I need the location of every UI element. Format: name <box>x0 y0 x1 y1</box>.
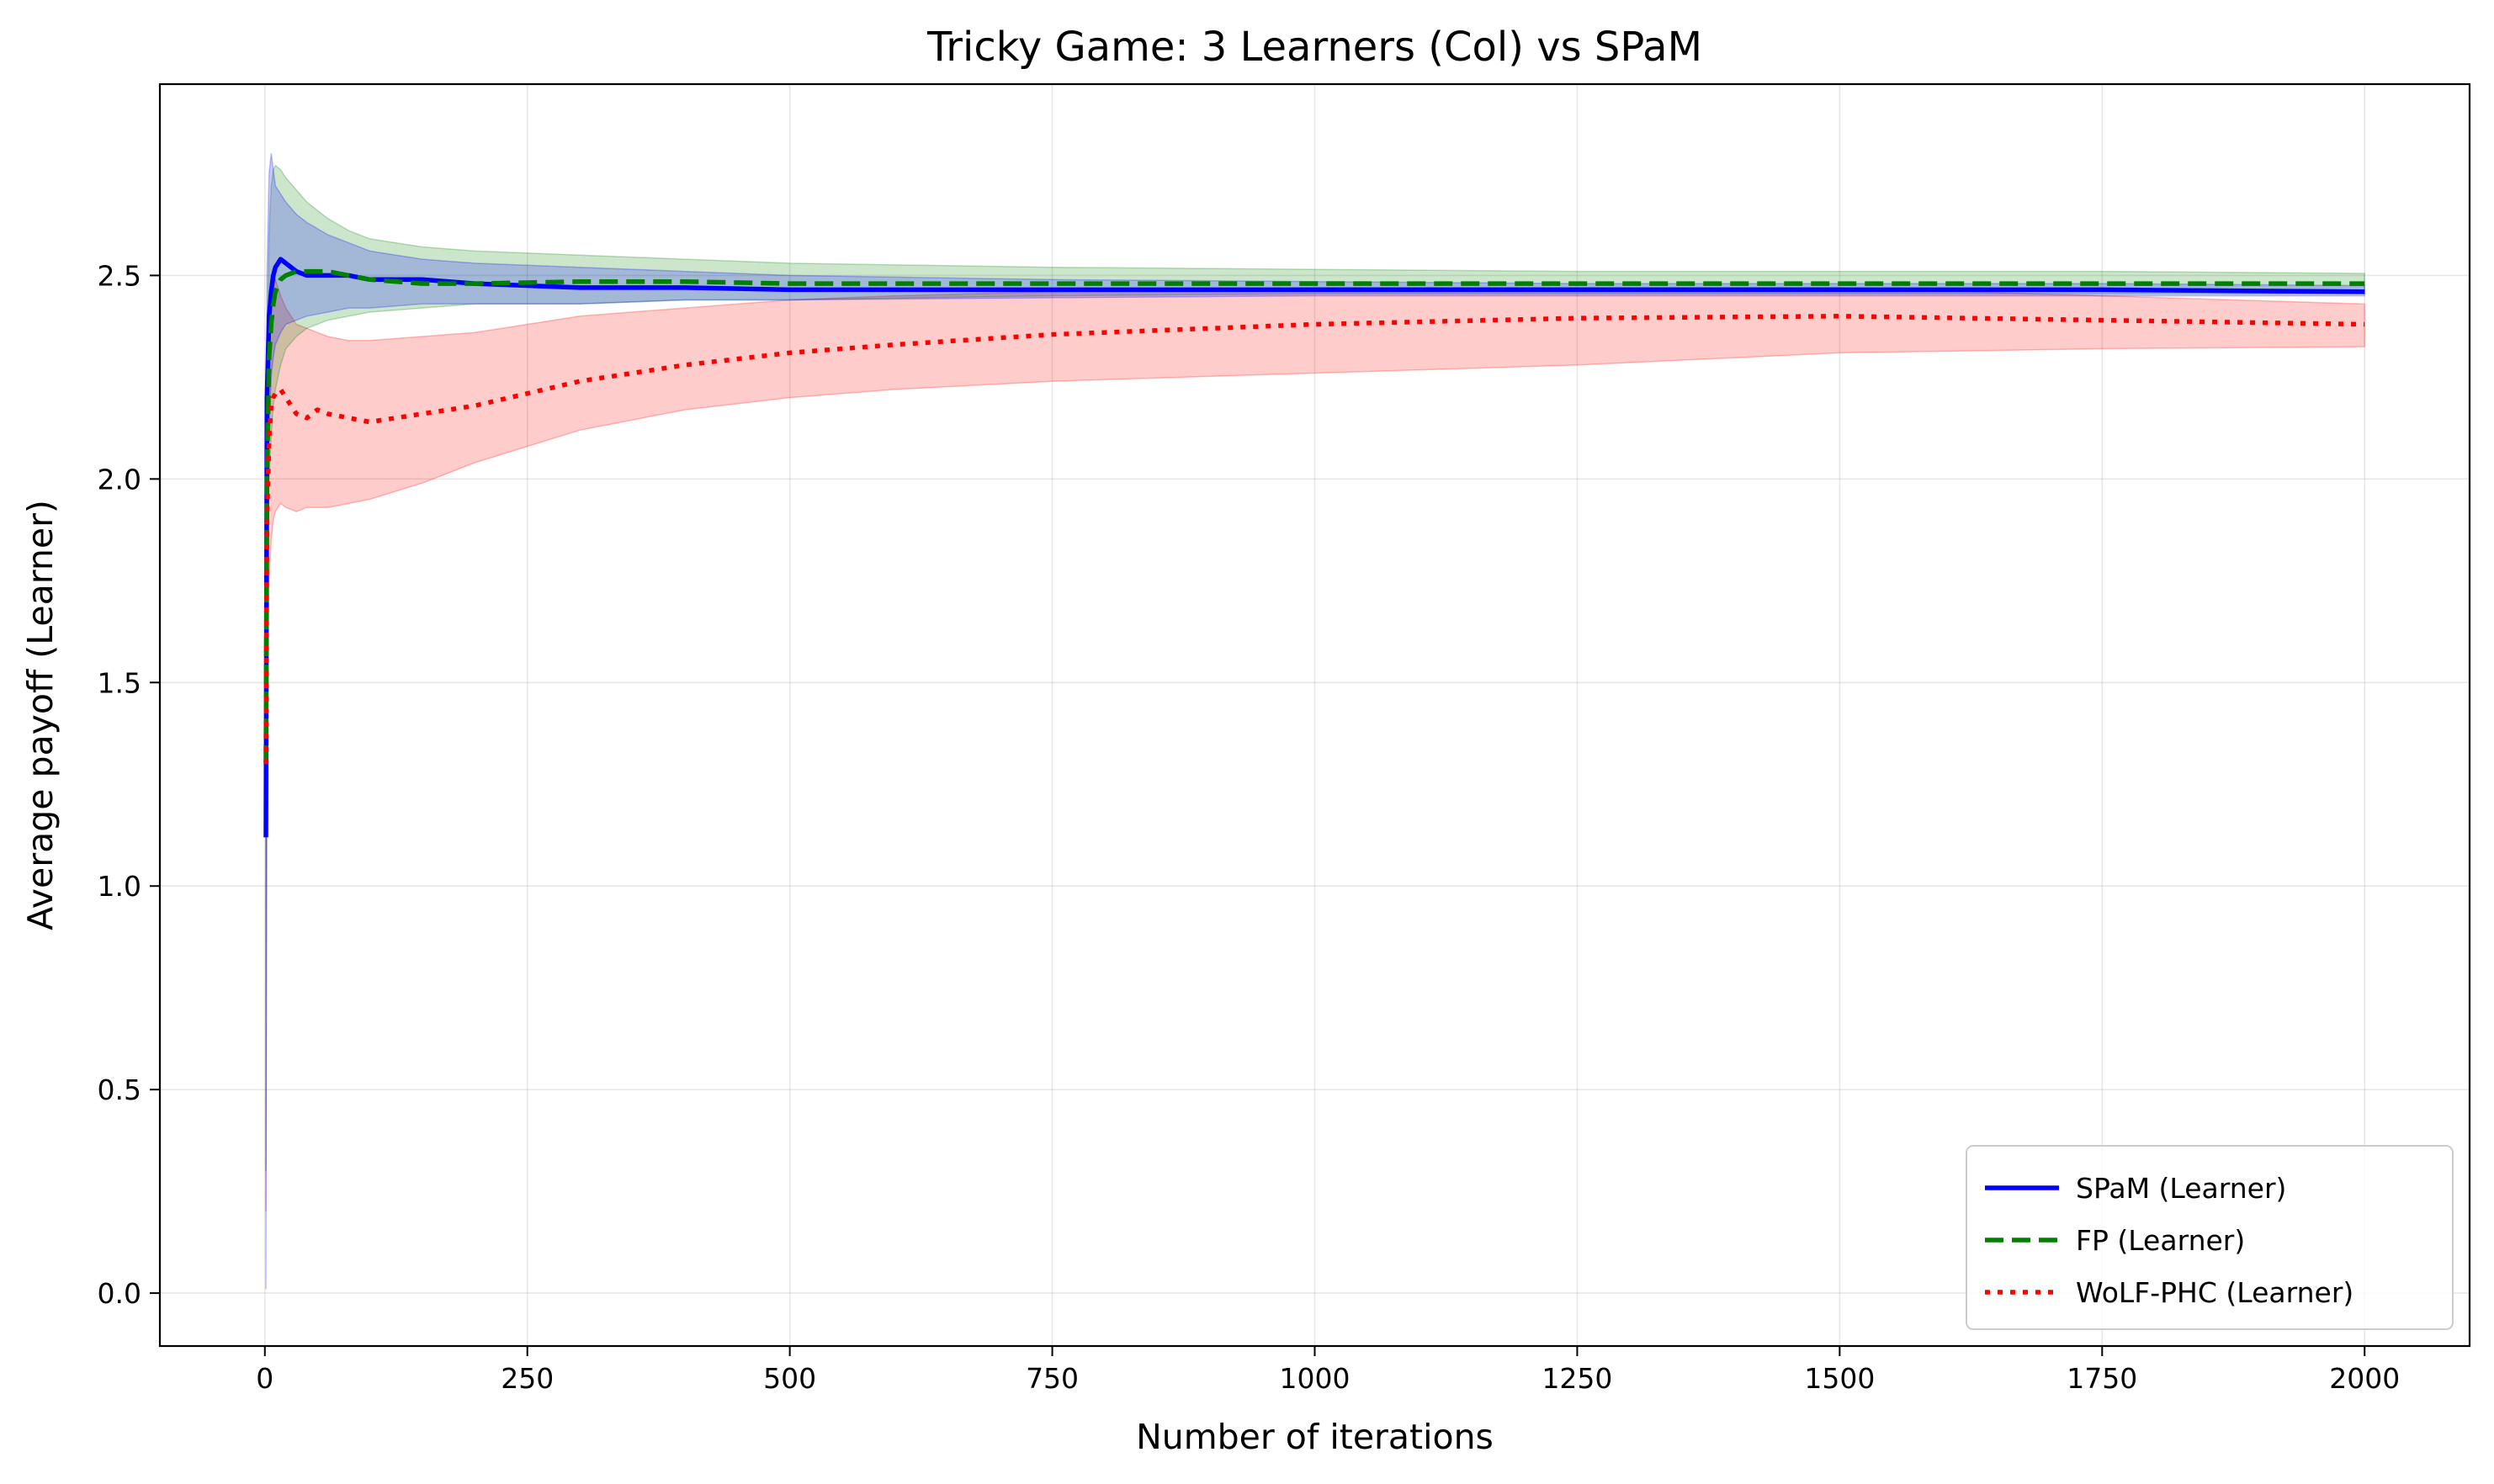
confidence-bands <box>265 153 2365 1290</box>
x-tick-label: 250 <box>501 1362 554 1395</box>
legend-label-1: FP (Learner) <box>2076 1224 2245 1257</box>
legend-box <box>1966 1145 2454 1330</box>
x-tick-label: 1250 <box>1542 1362 1612 1395</box>
x-tick-label: 1750 <box>2067 1362 2137 1395</box>
x-tick-label: 1500 <box>1804 1362 1875 1395</box>
series-line-2 <box>263 314 2365 765</box>
confidence-band-0 <box>265 153 2365 1290</box>
x-tick-label: 1000 <box>1280 1362 1350 1395</box>
series-lines <box>263 257 2365 838</box>
x-tick-label: 500 <box>763 1362 816 1395</box>
series-line-1 <box>263 268 2365 765</box>
y-tick-label: 2.5 <box>98 259 141 292</box>
y-tick-label: 2.0 <box>98 463 141 496</box>
confidence-band-1 <box>265 164 2365 1171</box>
y-tick-label: 0.5 <box>98 1073 141 1106</box>
y-axis-label: Average payoff (Learner) <box>20 500 61 930</box>
y-tick-label: 0.0 <box>98 1277 141 1310</box>
y-tick-label: 1.5 <box>98 666 141 699</box>
confidence-band-2 <box>265 274 2365 1212</box>
x-tick-label: 750 <box>1026 1362 1079 1395</box>
axis-ticks: 0 250 500 750 1000 1250 1500 1750 2000 0.0 0.5 1.0 1… <box>98 259 2401 1395</box>
x-axis-label: Number of iterations <box>1136 1417 1494 1457</box>
x-tick-label: 0 <box>256 1362 273 1395</box>
legend-label-0: SPaM (Learner) <box>2076 1172 2286 1205</box>
chart-title: Tricky Game: 3 Learners (Col) vs SPaM <box>926 24 1702 71</box>
y-tick-label: 1.0 <box>98 870 141 903</box>
legend-label-2: WoLF-PHC (Learner) <box>2076 1276 2353 1309</box>
legend: SPaM (Learner) FP (Learner) WoLF-PHC (Lear… <box>1966 1145 2454 1330</box>
x-tick-label: 2000 <box>2329 1362 2400 1395</box>
